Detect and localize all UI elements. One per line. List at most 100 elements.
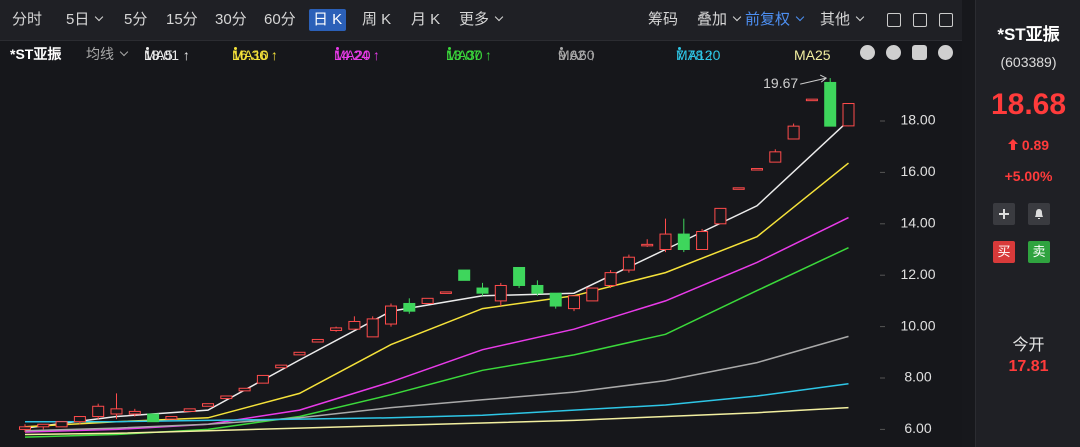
- period-label: 月 K: [411, 11, 441, 28]
- close[interactable]: [938, 45, 953, 60]
- candle-body: [275, 364, 288, 369]
- period-tab[interactable]: 日 K: [309, 9, 347, 31]
- legend-sep: [448, 47, 451, 50]
- stock-code: (603389): [1000, 54, 1057, 70]
- candle-body: [220, 395, 233, 400]
- candle-body: [202, 403, 214, 407]
- tool-menu[interactable]: 叠加: [693, 9, 744, 31]
- tool-label: 筹码: [648, 11, 679, 28]
- y-tick-label: 16.00: [900, 163, 935, 179]
- chart: 6.00 8.00 10.00 12.00 14.00 16.00 18.00 19.67: [19, 74, 936, 438]
- tool-menu[interactable]: 其他: [816, 9, 867, 31]
- toolbar: 分时 5日 5分 15分 30分 60分日 K 周 K 月 K 更多 筹码 叠加 前复权 其他: [0, 0, 962, 41]
- legend-value: 14.24 ↑: [334, 47, 380, 63]
- legend-sep: [336, 47, 339, 50]
- period-tab[interactable]: 15分: [162, 9, 202, 31]
- tool-icon[interactable]: [913, 13, 927, 27]
- candle-body: [73, 416, 86, 423]
- chart-stock-name: *ST亚振: [10, 46, 62, 62]
- chevron: [855, 12, 865, 22]
- period-label: 30分: [215, 11, 247, 28]
- candle-body: [677, 233, 690, 251]
- candle-body: [311, 338, 324, 343]
- candle-body: [805, 98, 818, 102]
- candle-body: [531, 284, 544, 294]
- tool-icon[interactable]: [939, 13, 953, 27]
- chevron: [95, 12, 104, 22]
- legend-sep: [234, 47, 237, 50]
- period-tab[interactable]: 分时: [8, 9, 46, 31]
- candle-body: [238, 387, 251, 392]
- buy-button[interactable]: 买: [993, 241, 1015, 263]
- y-tick-label: 14.00: [900, 215, 935, 231]
- period-tab[interactable]: 更多: [455, 9, 506, 31]
- candle-body: [787, 125, 800, 140]
- candle-body: [330, 327, 343, 331]
- period-tab[interactable]: 30分: [211, 9, 251, 31]
- legend-sep: [560, 47, 563, 50]
- candle-body: [147, 413, 160, 423]
- candle-body: [458, 269, 471, 281]
- ma-line: [24, 335, 849, 432]
- chevron: [494, 12, 504, 22]
- candle-body: [128, 410, 141, 415]
- candle-body: [586, 287, 599, 302]
- period-label: 日 K: [313, 11, 343, 28]
- quote-panel: *ST亚振 (603389) 18.68 0.89 +5.00% 买 卖 今开 …: [975, 0, 1080, 447]
- period-label: 5分: [124, 11, 148, 28]
- legend-value: 16.36 ↑: [232, 47, 278, 63]
- chevron: [795, 12, 805, 22]
- legend-name: MA25: [794, 47, 831, 63]
- period-tab[interactable]: 月 K: [407, 9, 444, 31]
- legend-name: MA5: [144, 47, 173, 63]
- y-tick-label: 6.00: [904, 420, 931, 436]
- change-pct: +5.00%: [1004, 168, 1053, 184]
- candle-body: [293, 351, 306, 356]
- legend-value: 13.07 ↑: [446, 47, 492, 63]
- change-value: 0.89: [1021, 137, 1050, 153]
- period-tab[interactable]: 5分: [120, 9, 151, 31]
- legend-sep: [146, 47, 149, 50]
- up-arrow: [1007, 139, 1018, 150]
- candle-body: [568, 295, 580, 310]
- legend-name: MA60: [558, 47, 595, 63]
- candle-body: [604, 272, 617, 286]
- y-tick-label: 8.00: [904, 369, 931, 385]
- candle-body: [92, 405, 105, 418]
- legend-sep: [678, 47, 681, 50]
- add-button[interactable]: [993, 203, 1015, 225]
- price: 18.68: [990, 88, 1067, 121]
- candle-body: [622, 256, 635, 271]
- tool-icon[interactable]: [887, 13, 901, 27]
- legend-name: MA20: [334, 47, 371, 63]
- period-tab[interactable]: 5日: [62, 9, 106, 31]
- period-tab[interactable]: 60分: [260, 9, 300, 31]
- ma-menu[interactable]: 均线: [86, 44, 129, 64]
- settings[interactable]: [912, 45, 927, 60]
- period-label: 更多: [459, 11, 490, 28]
- candle-body: [842, 103, 855, 127]
- sell-button[interactable]: 卖: [1028, 241, 1050, 263]
- legend-value: 7.78 ↑: [676, 47, 715, 63]
- period-tab[interactable]: 周 K: [358, 9, 395, 31]
- candle-body: [439, 291, 452, 294]
- tool-menu[interactable]: 筹码: [644, 9, 682, 31]
- open-label: 今开: [1012, 337, 1045, 354]
- period-label: 60分: [264, 11, 296, 28]
- candle-body: [494, 284, 507, 302]
- zoom-out[interactable]: [860, 45, 875, 60]
- candle-body: [824, 81, 837, 127]
- tool-menu[interactable]: 前复权: [741, 9, 807, 31]
- candle-body: [476, 287, 489, 294]
- zoom-in[interactable]: [886, 45, 901, 60]
- alert-button[interactable]: [1028, 203, 1050, 225]
- candle-body: [751, 168, 763, 171]
- period-label: 15分: [166, 11, 198, 28]
- candle-body: [641, 243, 654, 247]
- legend-name: MA30: [446, 47, 483, 63]
- candle-body: [19, 426, 31, 430]
- plot: 19.67: [19, 74, 855, 438]
- bell-icon: [1035, 209, 1043, 219]
- candle-body: [732, 187, 745, 190]
